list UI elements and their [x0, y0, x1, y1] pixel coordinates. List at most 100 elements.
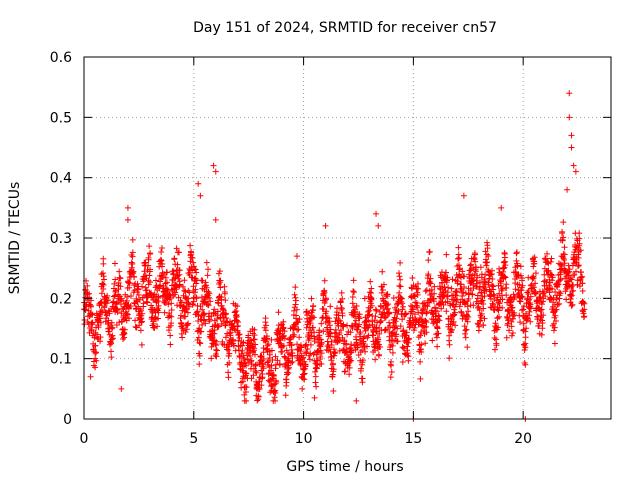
- data-point: [522, 310, 529, 317]
- data-point: [506, 327, 513, 334]
- data-point: [196, 361, 203, 368]
- data-point: [99, 270, 106, 277]
- data-point: [97, 334, 104, 341]
- data-point: [418, 349, 425, 356]
- data-point: [98, 290, 105, 297]
- data-point: [318, 350, 325, 357]
- data-point: [397, 323, 404, 330]
- data-point: [268, 347, 275, 354]
- data-point: [554, 301, 561, 308]
- data-point: [143, 287, 150, 294]
- data-point: [326, 322, 333, 329]
- data-point: [495, 299, 502, 306]
- data-point: [155, 294, 162, 301]
- data-point: [464, 344, 471, 351]
- data-point: [368, 285, 375, 292]
- data-point: [381, 314, 388, 321]
- data-point: [138, 341, 145, 348]
- data-point: [270, 373, 277, 380]
- data-point: [393, 331, 400, 338]
- data-point: [456, 255, 463, 262]
- data-point: [454, 280, 461, 287]
- data-point: [184, 309, 191, 316]
- data-point: [240, 339, 247, 346]
- data-point: [108, 354, 115, 361]
- data-point: [195, 180, 202, 187]
- data-point: [193, 269, 200, 276]
- data-point: [339, 295, 346, 302]
- data-point: [530, 284, 537, 291]
- data-point: [373, 210, 380, 217]
- data-point: [518, 307, 525, 314]
- data-point: [268, 336, 275, 343]
- data-point: [568, 292, 575, 299]
- data-point: [489, 276, 496, 283]
- data-point: [480, 322, 487, 329]
- data-point: [427, 280, 434, 287]
- data-point: [340, 323, 347, 330]
- data-point: [433, 308, 440, 315]
- data-point: [568, 302, 575, 309]
- data-point: [337, 317, 344, 324]
- data-point: [502, 274, 509, 281]
- data-point: [131, 282, 138, 289]
- data-point: [539, 325, 546, 332]
- data-point: [226, 350, 233, 357]
- data-point: [482, 284, 489, 291]
- data-point: [442, 269, 449, 276]
- data-point: [178, 299, 185, 306]
- data-point: [260, 360, 267, 367]
- data-point: [349, 324, 356, 331]
- data-point: [395, 308, 402, 315]
- data-point: [272, 353, 279, 360]
- data-point: [190, 259, 197, 266]
- data-point: [513, 249, 520, 256]
- data-point: [109, 332, 116, 339]
- data-point: [131, 273, 138, 280]
- data-point: [435, 330, 442, 337]
- data-point: [221, 289, 228, 296]
- data-point: [273, 378, 280, 385]
- x-axis-label: GPS time / hours: [286, 459, 403, 475]
- data-point: [182, 288, 189, 295]
- data-point: [307, 350, 314, 357]
- data-point: [465, 308, 472, 315]
- data-point: [245, 350, 252, 357]
- data-point: [508, 332, 515, 339]
- data-point: [532, 270, 539, 277]
- data-point: [301, 358, 308, 365]
- data-point: [396, 273, 403, 280]
- data-point: [492, 336, 499, 343]
- data-point: [251, 345, 258, 352]
- data-point: [235, 337, 242, 344]
- data-point: [152, 277, 159, 284]
- data-point: [305, 310, 312, 317]
- data-point: [307, 341, 314, 348]
- data-point: [379, 268, 386, 275]
- data-point: [520, 341, 527, 348]
- data-point: [527, 318, 534, 325]
- data-point: [173, 245, 180, 252]
- data-point: [402, 311, 409, 318]
- data-point: [318, 336, 325, 343]
- data-point: [426, 299, 433, 306]
- data-point: [348, 347, 355, 354]
- data-point: [491, 334, 498, 341]
- data-point: [551, 324, 558, 331]
- data-point: [239, 342, 246, 349]
- data-point: [104, 292, 111, 299]
- data-point: [478, 310, 485, 317]
- data-point: [431, 290, 438, 297]
- data-point: [330, 366, 337, 373]
- data-point: [354, 326, 361, 333]
- data-point: [260, 356, 267, 363]
- data-point: [337, 327, 344, 334]
- data-point: [199, 306, 206, 313]
- data-point: [537, 294, 544, 301]
- data-point: [182, 313, 189, 320]
- data-point: [348, 357, 355, 364]
- data-point: [346, 371, 353, 378]
- data-point: [380, 281, 387, 288]
- data-point: [465, 271, 472, 278]
- data-point: [438, 269, 445, 276]
